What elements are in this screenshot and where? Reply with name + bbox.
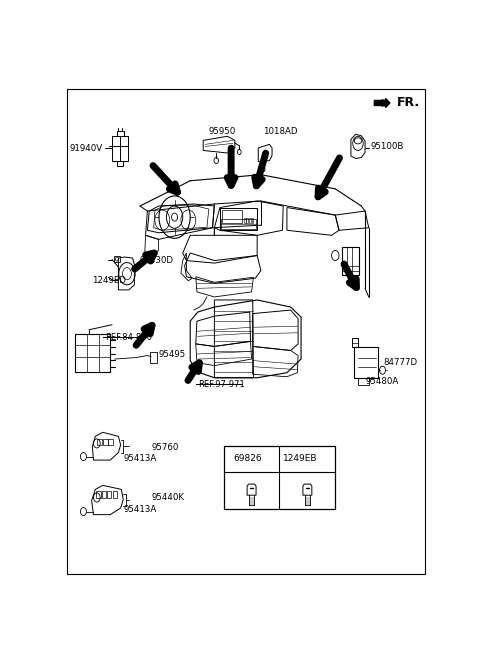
Bar	[117, 131, 124, 136]
Text: 95413A: 95413A	[123, 454, 156, 463]
Bar	[342, 247, 359, 275]
Bar	[244, 218, 246, 222]
Text: 84777D: 84777D	[384, 358, 418, 367]
Bar	[103, 439, 108, 445]
Bar	[221, 219, 256, 229]
Bar	[358, 378, 369, 385]
Bar	[97, 439, 102, 445]
Bar	[102, 491, 106, 498]
Text: 95430D: 95430D	[140, 256, 174, 265]
Text: 69826: 69826	[234, 454, 262, 463]
Text: 95480A: 95480A	[365, 377, 398, 386]
Bar	[246, 218, 248, 222]
Bar	[108, 439, 113, 445]
Bar	[252, 218, 253, 222]
FancyArrow shape	[374, 98, 390, 108]
Text: 1249EB: 1249EB	[283, 454, 317, 463]
Bar	[352, 338, 358, 348]
Text: 1249ED: 1249ED	[92, 276, 126, 285]
Bar	[113, 491, 117, 498]
Bar	[96, 491, 101, 498]
Bar	[354, 348, 378, 378]
Bar	[114, 256, 120, 262]
Bar	[222, 210, 242, 222]
Bar	[117, 161, 123, 166]
Bar	[224, 446, 335, 509]
Bar	[220, 207, 257, 230]
Text: FR.: FR.	[396, 96, 420, 110]
Text: 95760: 95760	[151, 443, 179, 452]
Text: 95440K: 95440K	[151, 493, 184, 502]
Bar	[112, 136, 129, 161]
Text: 95413A: 95413A	[123, 504, 156, 514]
Text: REF.84-846: REF.84-846	[105, 333, 152, 342]
Text: 95950: 95950	[208, 127, 236, 136]
Text: 95100B: 95100B	[371, 142, 404, 152]
Text: 91940V: 91940V	[70, 144, 103, 153]
Bar	[107, 491, 111, 498]
Bar	[150, 352, 157, 363]
Bar	[249, 218, 251, 222]
Bar	[75, 334, 110, 372]
Text: 95495: 95495	[158, 350, 186, 359]
Text: 1018AD: 1018AD	[263, 127, 297, 136]
Text: REF.97-971: REF.97-971	[198, 380, 244, 389]
